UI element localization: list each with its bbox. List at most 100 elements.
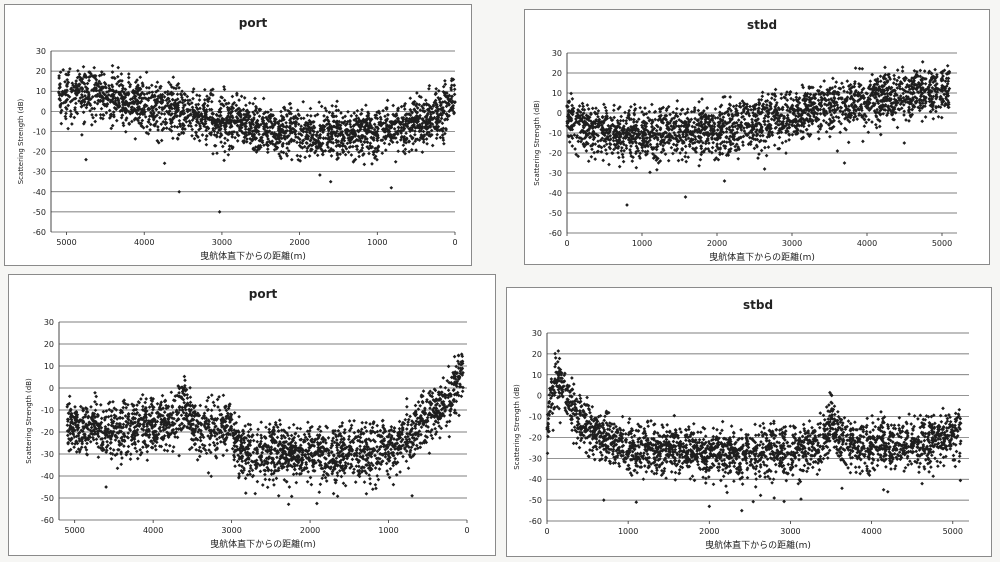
data-point	[818, 112, 823, 116]
data-point	[432, 100, 437, 105]
data-point	[303, 123, 308, 128]
y-tick-label: -10	[33, 127, 46, 136]
data-point	[711, 140, 716, 145]
data-point	[592, 150, 596, 155]
data-point	[709, 131, 713, 136]
data-point	[67, 95, 72, 99]
data-point	[934, 92, 939, 97]
data-point	[237, 125, 242, 130]
data-point	[215, 123, 220, 127]
data-point	[404, 137, 409, 142]
data-point	[435, 128, 440, 133]
data-point	[401, 149, 406, 154]
data-point	[104, 85, 108, 90]
data-point	[795, 99, 800, 104]
data-point	[161, 120, 166, 124]
data-point	[618, 118, 623, 123]
data-point	[902, 113, 906, 117]
data-point	[814, 117, 819, 122]
data-point	[222, 98, 227, 103]
data-point	[663, 113, 668, 118]
data-point	[164, 121, 169, 125]
data-point	[577, 122, 582, 127]
data-point	[256, 125, 261, 130]
data-point	[194, 130, 198, 135]
data-point	[437, 128, 442, 133]
data-point	[260, 140, 265, 145]
data-point	[133, 89, 138, 94]
data-point	[137, 104, 141, 109]
y-tick-label: -20	[549, 149, 562, 158]
data-point	[581, 142, 586, 147]
data-point	[74, 93, 79, 97]
data-point	[618, 105, 622, 109]
data-point	[212, 143, 217, 148]
data-point	[241, 139, 245, 144]
data-point	[349, 137, 354, 142]
data-point	[778, 113, 783, 118]
data-point	[182, 92, 187, 96]
data-point	[777, 107, 782, 112]
data-point	[573, 147, 577, 151]
data-point	[202, 102, 206, 107]
data-point	[894, 82, 899, 87]
data-point	[338, 152, 343, 156]
data-point	[757, 97, 761, 102]
data-point	[287, 111, 292, 116]
data-point	[126, 75, 131, 80]
data-point	[155, 80, 160, 85]
data-point	[245, 108, 250, 113]
data-point	[228, 114, 233, 119]
data-point	[240, 130, 245, 135]
y-tick-label: -20	[33, 148, 46, 157]
data-point	[760, 94, 765, 99]
data-point	[811, 85, 815, 90]
data-point	[632, 102, 637, 107]
data-point	[619, 148, 624, 153]
data-point	[309, 114, 313, 118]
data-point	[236, 133, 241, 138]
x-tick-label: 3000	[221, 526, 241, 535]
data-point	[698, 157, 703, 162]
data-point	[645, 149, 650, 154]
data-point	[166, 80, 171, 85]
data-point	[281, 130, 285, 135]
data-point	[438, 119, 443, 123]
data-point	[283, 131, 288, 135]
data-point	[111, 110, 116, 114]
data-point	[892, 73, 896, 78]
data-point	[403, 147, 408, 152]
data-point	[66, 72, 71, 77]
data-point	[321, 149, 326, 154]
data-point	[280, 143, 285, 147]
data-point	[414, 110, 419, 115]
data-point	[66, 126, 70, 131]
data-point	[242, 96, 247, 100]
data-point	[721, 95, 726, 99]
data-point	[400, 134, 404, 139]
data-point	[74, 79, 79, 83]
data-point	[237, 98, 241, 102]
data-point	[683, 144, 688, 149]
data-point	[175, 114, 179, 118]
data-point	[65, 84, 69, 89]
data-point	[228, 125, 233, 130]
data-point	[369, 117, 374, 122]
data-point	[723, 120, 727, 124]
data-point	[235, 130, 239, 135]
data-point	[439, 103, 443, 107]
data-point	[352, 158, 357, 163]
data-point	[237, 128, 242, 133]
data-point	[122, 91, 127, 96]
data-point	[692, 120, 696, 125]
data-point	[196, 110, 201, 115]
data-point	[279, 114, 284, 118]
data-point	[430, 143, 435, 148]
data-point	[806, 132, 810, 136]
data-point	[824, 130, 829, 134]
data-point	[224, 131, 228, 135]
y-tick-label: -40	[33, 188, 46, 197]
x-tick-label: 5000	[65, 526, 85, 535]
data-point	[339, 111, 343, 115]
data-point	[446, 101, 451, 106]
